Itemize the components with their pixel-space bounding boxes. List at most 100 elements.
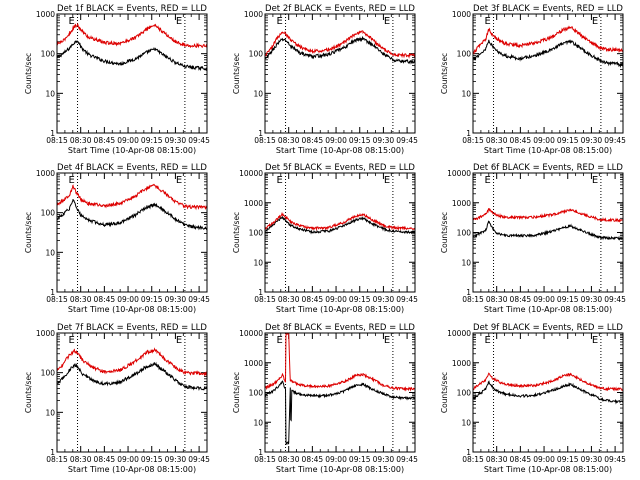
x-tick-label: 09:45 [188, 455, 210, 464]
y-tick-label: 10 [461, 258, 471, 267]
x-tick-label: 08:45 [94, 136, 116, 145]
event-marker-label: E [69, 175, 75, 186]
x-tick-label: 08:45 [510, 136, 532, 145]
chart-title: Det 3f BLACK = Events, RED = LLD [473, 4, 623, 14]
x-tick-label: 08:15 [46, 295, 68, 304]
x-axis-label: Start Time (10-Apr-08 08:15:00) [276, 305, 404, 314]
lld-series-line [264, 30, 416, 59]
x-tick-label: 08:30 [486, 295, 508, 304]
x-tick-label: 08:30 [70, 295, 92, 304]
events-series-line [264, 380, 416, 446]
chart-panel-5: Det 5f BLACK = Events, RED = LLD 1 10 100 10… [232, 163, 418, 314]
x-tick-label: 09:30 [581, 136, 603, 145]
lld-series-line [472, 208, 624, 223]
x-tick-label: 09:30 [373, 295, 395, 304]
chart-panel-1: Det 1f BLACK = Events, RED = LLD 1 10 100 10… [24, 4, 210, 155]
x-tick-label: 08:15 [462, 295, 484, 304]
x-tick-label: 08:45 [510, 295, 532, 304]
x-tick-label: 09:00 [533, 295, 555, 304]
x-tick-label: 08:45 [94, 455, 116, 464]
x-tick-label: 08:15 [462, 455, 484, 464]
x-tick-label: 09:45 [188, 295, 210, 304]
x-tick-label: 08:15 [46, 136, 68, 145]
y-tick-label: 1000 [452, 10, 471, 19]
y-tick-label: 100 [41, 369, 56, 378]
y-tick-label: 10000 [239, 169, 263, 178]
events-series-line [264, 216, 416, 235]
x-tick-label: 09:15 [349, 455, 371, 464]
y-tick-label: 1 [50, 288, 55, 297]
x-tick-label: 09:30 [165, 455, 187, 464]
plot-frame [472, 172, 624, 293]
x-axis-label: Start Time (10-Apr-08 08:15:00) [68, 465, 196, 474]
x-tick-label: 09:00 [117, 455, 139, 464]
chart-title: Det 8f BLACK = Events, RED = LLD [265, 323, 415, 333]
x-tick-label: 09:15 [557, 295, 579, 304]
x-tick-label: 08:30 [486, 455, 508, 464]
plot-frame [472, 332, 624, 453]
lld-series-line [56, 183, 208, 211]
y-tick-label: 1000 [244, 359, 263, 368]
x-tick-label: 08:45 [302, 136, 324, 145]
x-tick-label: 09:00 [533, 136, 555, 145]
y-tick-label: 1 [258, 448, 263, 457]
chart-panel-6: Det 6f BLACK = Events, RED = LLD 1 10 100 10… [440, 163, 626, 314]
chart-panel-2: Det 2f BLACK = Events, RED = LLD 1 10 100 10… [232, 4, 418, 155]
events-series-line [56, 361, 208, 392]
events-series-line [472, 379, 624, 405]
x-tick-label: 09:30 [373, 136, 395, 145]
event-marker-label: E [277, 175, 283, 186]
lld-series-line [472, 372, 624, 392]
x-tick-label: 08:15 [462, 136, 484, 145]
x-tick-label: 08:45 [302, 295, 324, 304]
x-tick-label: 08:15 [254, 295, 276, 304]
y-tick-label: 1 [466, 288, 471, 297]
event-marker-label: E [277, 335, 283, 346]
y-tick-label: 100 [457, 389, 472, 398]
y-tick-label: 100 [457, 50, 472, 59]
chart-panel-7: Det 7f BLACK = Events, RED = LLD 1 10 100 10… [24, 323, 210, 474]
x-tick-label: 08:15 [254, 136, 276, 145]
y-tick-label: 1000 [452, 199, 471, 208]
x-tick-label: 09:00 [325, 136, 347, 145]
x-tick-label: 08:30 [278, 295, 300, 304]
x-tick-label: 08:45 [510, 455, 532, 464]
x-tick-label: 09:15 [349, 136, 371, 145]
y-axis-label: Counts/sec [24, 53, 33, 94]
event-marker-label: E [384, 335, 390, 346]
events-series-line [472, 39, 624, 69]
event-marker-label: E [485, 335, 491, 346]
event-marker-label: E [176, 175, 182, 186]
y-tick-label: 1000 [36, 169, 55, 178]
chart-panel-9: Det 9f BLACK = Events, RED = LLD 1 10 100 10… [440, 323, 626, 474]
x-tick-label: 09:15 [141, 136, 163, 145]
x-tick-label: 09:15 [557, 136, 579, 145]
event-marker-label: E [592, 335, 598, 346]
chart-title: Det 2f BLACK = Events, RED = LLD [265, 4, 415, 14]
y-tick-label: 10000 [447, 329, 471, 338]
x-tick-label: 09:45 [604, 136, 626, 145]
event-marker-label: E [277, 16, 283, 27]
y-axis-label: Counts/sec [24, 372, 33, 413]
y-tick-label: 100 [249, 50, 264, 59]
y-axis-label: Counts/sec [232, 212, 241, 253]
x-tick-label: 09:15 [349, 295, 371, 304]
chart-title: Det 4f BLACK = Events, RED = LLD [57, 163, 207, 173]
y-tick-label: 10 [461, 418, 471, 427]
x-axis-label: Start Time (10-Apr-08 08:15:00) [484, 465, 612, 474]
events-series-line [56, 199, 208, 231]
y-tick-label: 10 [45, 89, 55, 98]
event-marker-label: E [69, 16, 75, 27]
x-tick-label: 09:00 [533, 455, 555, 464]
y-tick-label: 1 [258, 288, 263, 297]
lld-series-line [264, 332, 416, 392]
y-axis-label: Counts/sec [440, 372, 449, 413]
chart-title: Det 9f BLACK = Events, RED = LLD [473, 323, 623, 333]
x-tick-label: 09:00 [117, 295, 139, 304]
event-marker-label: E [176, 335, 182, 346]
chart-panel-8: Det 8f BLACK = Events, RED = LLD 1 10 100 10… [232, 323, 418, 474]
y-tick-label: 1 [466, 129, 471, 138]
x-tick-label: 09:30 [581, 295, 603, 304]
y-axis-label: Counts/sec [232, 53, 241, 94]
